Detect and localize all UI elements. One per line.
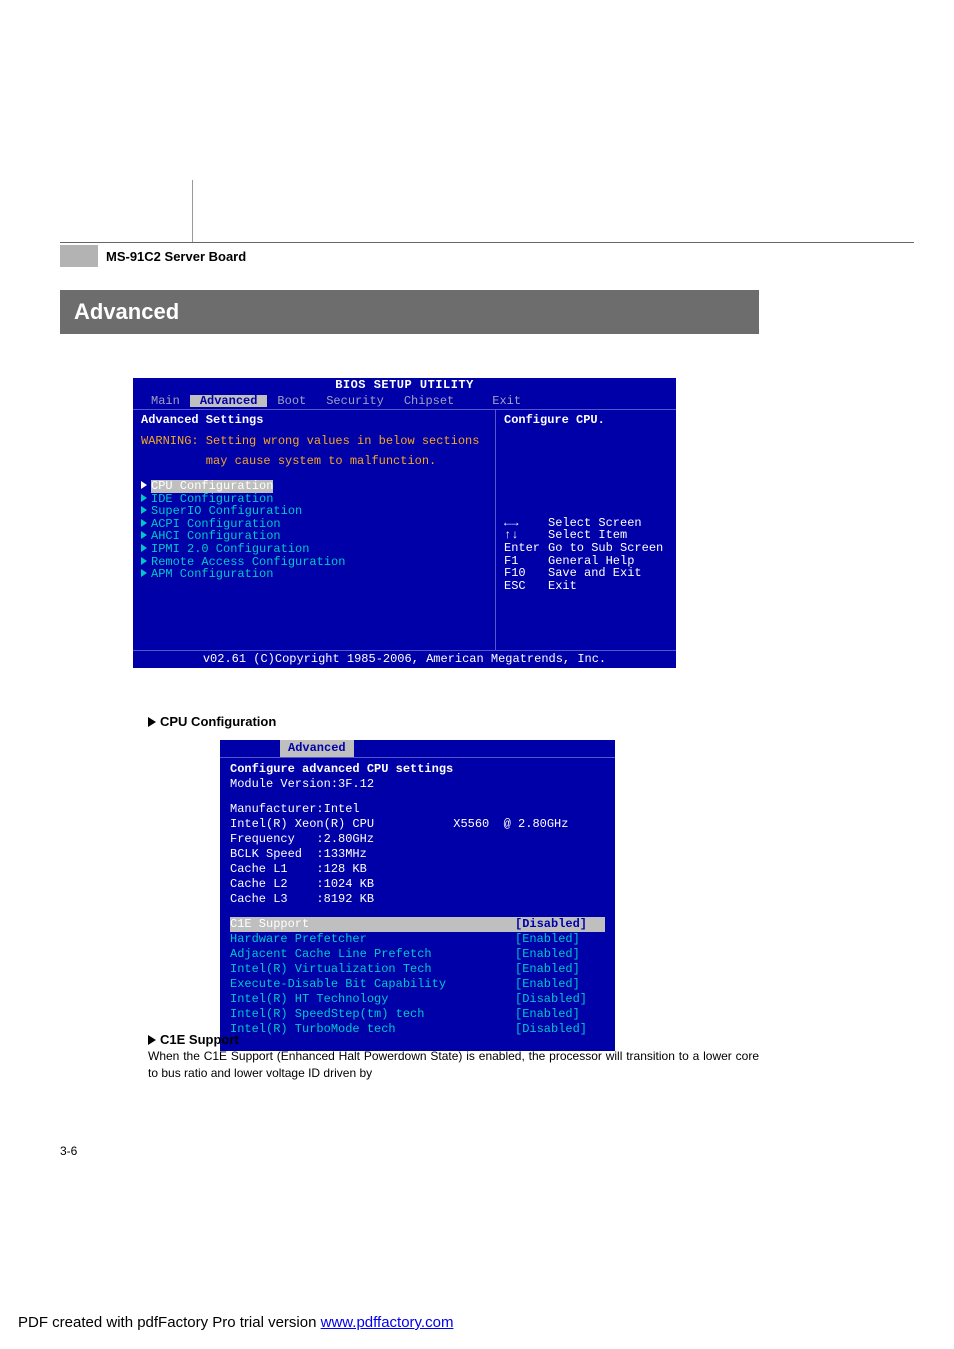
bios-help-block: ←→Select Screen ↑↓Select Item EnterGo to…: [504, 517, 668, 593]
c1e-support-heading: C1E Support: [148, 1032, 239, 1047]
horizontal-rule: [60, 242, 914, 243]
opt-vt: Intel(R) Virtualization Tech [Enabled]: [230, 962, 605, 977]
tab-boot: Boot: [267, 395, 316, 408]
cfg-item-apm: APM Configuration: [141, 568, 487, 581]
warning-line2: may cause system to malfunction.: [141, 455, 487, 468]
opt-hardware-prefetcher: Hardware Prefetcher [Enabled]: [230, 932, 605, 947]
configure-cpu-text: Configure CPU.: [504, 414, 668, 427]
cpu-info-1: Intel(R) Xeon(R) CPU X5560 @ 2.80GHz: [230, 817, 605, 832]
cpu-info-0: Manufacturer:Intel: [230, 802, 605, 817]
advanced-banner: Advanced: [60, 290, 759, 334]
cpu-info-4: Cache L1 :128 KB: [230, 862, 605, 877]
cpu-info-5: Cache L2 :1024 KB: [230, 877, 605, 892]
opt-speedstep: Intel(R) SpeedStep(tm) tech [Enabled]: [230, 1007, 605, 1022]
sub-title-l2: Module Version:3F.12: [230, 777, 605, 792]
tab-security: Security: [316, 395, 394, 408]
opt-ht: Intel(R) HT Technology [Disabled]: [230, 992, 605, 1007]
bios-setup-screenshot: BIOS SETUP UTILITY Main Advanced Boot Se…: [133, 378, 676, 668]
bios-title: BIOS SETUP UTILITY: [133, 378, 676, 393]
bios-left-panel: Advanced Settings WARNING: Setting wrong…: [133, 410, 496, 650]
cpu-config-heading: CPU Configuration: [148, 714, 276, 729]
sub-title-l1: Configure advanced CPU settings: [230, 762, 605, 777]
sub-tab-bar: Advanced: [220, 740, 615, 757]
bios-body: Advanced Settings WARNING: Setting wrong…: [133, 409, 676, 650]
advanced-settings-header: Advanced Settings: [141, 414, 487, 427]
bios-menu-bar: Main Advanced Boot Security Chipset Exit: [133, 393, 676, 410]
title-gray-block: [60, 245, 98, 267]
c1e-support-body: When the C1E Support (Enhanced Halt Powe…: [148, 1048, 759, 1082]
warning-line1: WARNING: Setting wrong values in below s…: [141, 435, 487, 448]
pdf-factory-footer: PDF created with pdfFactory Pro trial ve…: [18, 1314, 453, 1331]
page-number: 3-6: [60, 1144, 77, 1158]
tab-chipset: Chipset: [394, 395, 464, 408]
cpu-info-3: BCLK Speed :133MHz: [230, 847, 605, 862]
board-title: MS-91C2 Server Board: [106, 249, 246, 264]
bios-right-panel: Configure CPU. ←→Select Screen ↑↓Select …: [496, 410, 676, 650]
tab-main: Main: [141, 395, 190, 408]
bios-copyright: v02.61 (C)Copyright 1985-2006, American …: [133, 650, 676, 668]
pdf-factory-link[interactable]: www.pdffactory.com: [321, 1314, 454, 1331]
cpu-info-2: Frequency :2.80GHz: [230, 832, 605, 847]
cpu-config-screenshot: Advanced Configure advanced CPU settings…: [220, 740, 615, 1051]
sub-tab-advanced: Advanced: [280, 740, 354, 757]
opt-turbo: Intel(R) TurboMode tech [Disabled]: [230, 1022, 605, 1037]
vertical-rule: [192, 180, 193, 242]
cpu-info-6: Cache L3 :8192 KB: [230, 892, 605, 907]
tab-exit: Exit: [482, 395, 531, 408]
opt-c1e: C1E Support [Disabled]: [230, 917, 605, 932]
opt-xd-bit: Execute-Disable Bit Capability [Enabled]: [230, 977, 605, 992]
tab-advanced: Advanced: [190, 395, 268, 408]
opt-adjacent-cache: Adjacent Cache Line Prefetch [Enabled]: [230, 947, 605, 962]
